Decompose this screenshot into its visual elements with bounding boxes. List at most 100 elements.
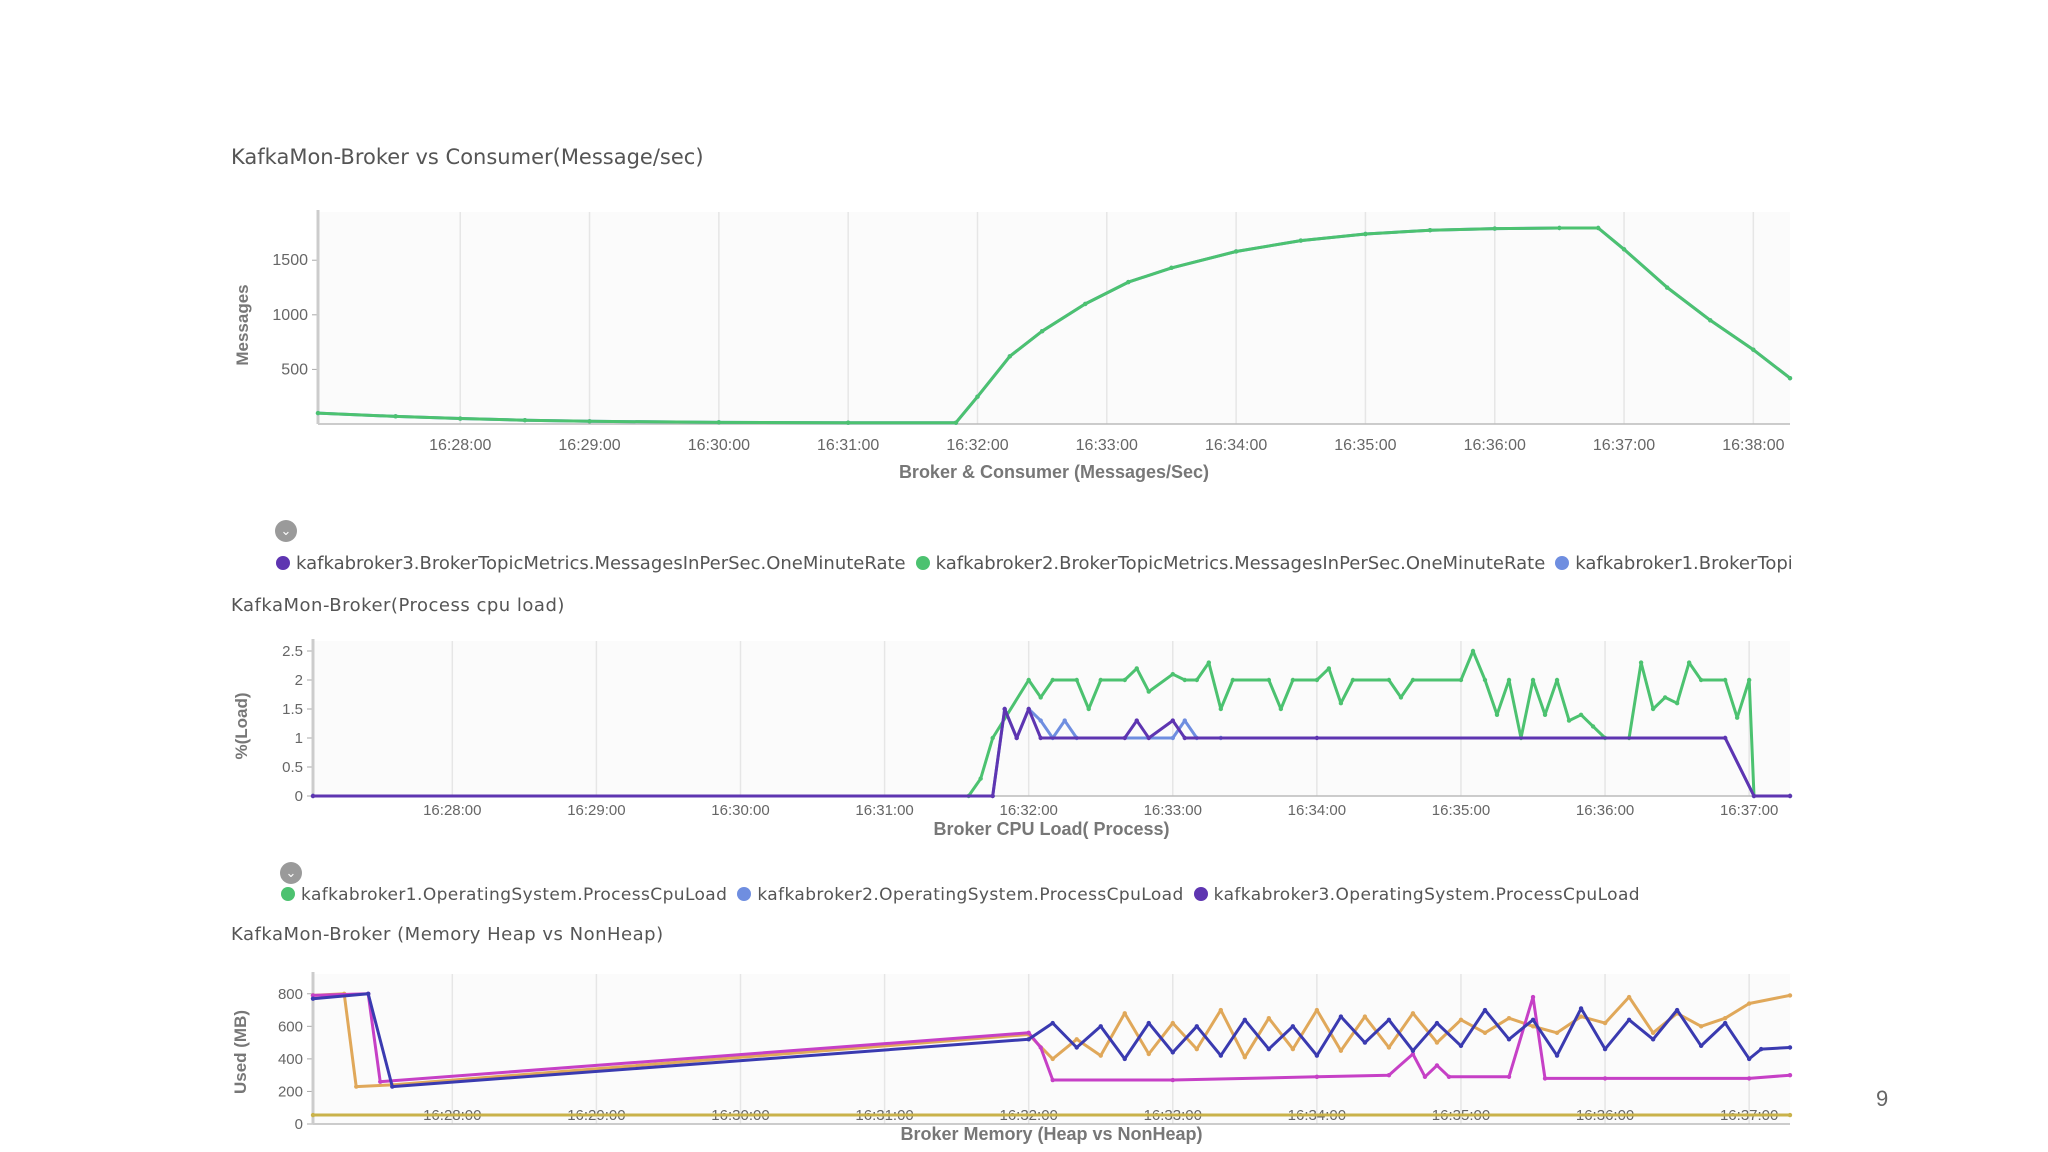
data-point	[1470, 648, 1476, 654]
data-point	[1427, 227, 1433, 233]
legend-item[interactable]: kafkabroker2.BrokerTopicMetrics.Messages…	[915, 553, 1546, 574]
data-point	[1787, 993, 1793, 998]
x-tick-label: 16:37:00	[1593, 437, 1655, 454]
data-point	[1278, 706, 1284, 712]
data-point	[1664, 285, 1670, 290]
legend-item[interactable]: kafkabroker2.OperatingSystem.ProcessCpuL…	[737, 885, 1183, 905]
data-point	[1398, 695, 1404, 700]
legend-label: kafkabroker1.BrokerTopicMe	[1575, 553, 1791, 574]
data-point	[1194, 1024, 1199, 1029]
data-point	[1290, 1024, 1296, 1029]
data-point	[1554, 1030, 1560, 1036]
data-point	[1026, 706, 1031, 712]
data-point	[1506, 1074, 1512, 1079]
data-point	[1530, 994, 1536, 1000]
y-tick-label: 1	[295, 730, 303, 747]
data-point	[1386, 1072, 1392, 1078]
data-point	[1722, 735, 1728, 741]
data-point	[1602, 1046, 1608, 1052]
legend-item[interactable]: kafkabroker3.BrokerTopicMetrics.Messages…	[276, 553, 906, 574]
legend-item[interactable]: kafkabroker1.OperatingSystem.ProcessCpuL…	[281, 885, 727, 905]
legend-label: kafkabroker3.OperatingSystem.ProcessCpuL…	[1213, 885, 1640, 905]
x-tick-label: 16:33:00	[1144, 802, 1202, 819]
data-point	[1233, 249, 1239, 254]
data-point	[1218, 706, 1224, 712]
data-point	[1410, 677, 1416, 683]
data-point	[1014, 735, 1019, 741]
page-number: 9	[1876, 1086, 1889, 1111]
data-point	[1242, 1017, 1248, 1023]
data-point	[1050, 677, 1055, 683]
data-point	[1722, 1015, 1728, 1021]
y-tick-label: 1500	[272, 252, 308, 269]
data-point	[1038, 1045, 1043, 1050]
data-point	[1363, 231, 1368, 237]
chart1-title: KafkaMon-Broker vs Consumer(Message/sec)	[231, 145, 704, 169]
data-point	[1650, 706, 1656, 712]
y-tick-label: 200	[278, 1083, 303, 1100]
data-point	[1506, 677, 1512, 683]
data-point	[1146, 735, 1151, 741]
data-point	[1434, 1040, 1440, 1045]
data-point	[1074, 1045, 1079, 1050]
data-point	[1134, 718, 1139, 723]
data-point	[1194, 677, 1199, 683]
data-point	[310, 993, 316, 998]
data-point	[1482, 677, 1488, 683]
data-point	[1446, 1074, 1452, 1079]
legend-item[interactable]: kafkabroker3.OperatingSystem.ProcessCpuL…	[1193, 885, 1640, 905]
x-tick-label: 16:29:00	[567, 802, 625, 819]
data-point	[1787, 1112, 1793, 1118]
data-point	[587, 419, 592, 424]
data-point	[1038, 718, 1043, 723]
data-point	[1590, 724, 1596, 729]
data-point	[1266, 677, 1272, 683]
x-tick-label: 16:30:00	[711, 802, 769, 819]
data-point	[1146, 689, 1151, 694]
x-tick-label: 16:32:00	[946, 437, 1008, 454]
series-line	[312, 992, 1791, 1089]
data-point	[1122, 735, 1127, 741]
data-point	[390, 1084, 395, 1089]
data-point	[1578, 712, 1584, 717]
data-point	[1686, 660, 1692, 665]
data-point	[310, 996, 316, 1001]
y-tick-label: 800	[278, 986, 303, 1003]
data-point	[1698, 677, 1704, 683]
data-point	[978, 776, 983, 781]
legend2-collapse-icon[interactable]: ⌄	[280, 862, 302, 884]
legend1-collapse-icon[interactable]: ⌄	[275, 520, 297, 542]
data-point	[1434, 1063, 1440, 1068]
chart3-title: KafkaMon-Broker (Memory Heap vs NonHeap)	[231, 924, 664, 945]
legend-label: kafkabroker2.BrokerTopicMetrics.Messages…	[935, 553, 1546, 574]
x-tick-label: 16:37:00	[1720, 802, 1778, 819]
chart2-plot: 16:28:00 16:29:00 16:30:00 16:31:00 16:32:00…	[232, 639, 1793, 839]
data-point	[1290, 1046, 1296, 1052]
data-point	[458, 416, 463, 421]
data-point	[1039, 328, 1045, 334]
data-point	[1708, 318, 1713, 323]
data-point	[354, 1084, 359, 1089]
data-point	[1506, 1015, 1512, 1021]
y-tick-label: 0	[295, 788, 303, 805]
data-point	[1134, 666, 1139, 671]
data-point	[1530, 1017, 1536, 1023]
chart1-plot: 16:28:00 16:29:00 16:30:00 16:31:00 16:32:00…	[233, 210, 1793, 482]
data-point	[1787, 375, 1793, 381]
x-tick-label: 16:29:00	[558, 437, 620, 454]
x-tick-label: 16:36:00	[1464, 437, 1526, 454]
data-point	[1326, 666, 1332, 671]
y-axis-label: Messages	[233, 284, 252, 365]
data-point	[1602, 1076, 1608, 1081]
chart1-legend: kafkabroker3.BrokerTopicMetrics.Messages…	[276, 553, 1791, 574]
data-point	[1122, 1011, 1127, 1016]
data-point	[1218, 1053, 1224, 1058]
data-point	[1170, 1077, 1175, 1083]
data-point	[315, 410, 321, 416]
data-point	[1170, 1050, 1175, 1055]
data-point	[1338, 1048, 1344, 1053]
data-point	[1746, 1056, 1752, 1062]
legend-item[interactable]: kafkabroker1.BrokerTopicMe	[1555, 553, 1791, 574]
data-point	[1074, 1037, 1079, 1042]
